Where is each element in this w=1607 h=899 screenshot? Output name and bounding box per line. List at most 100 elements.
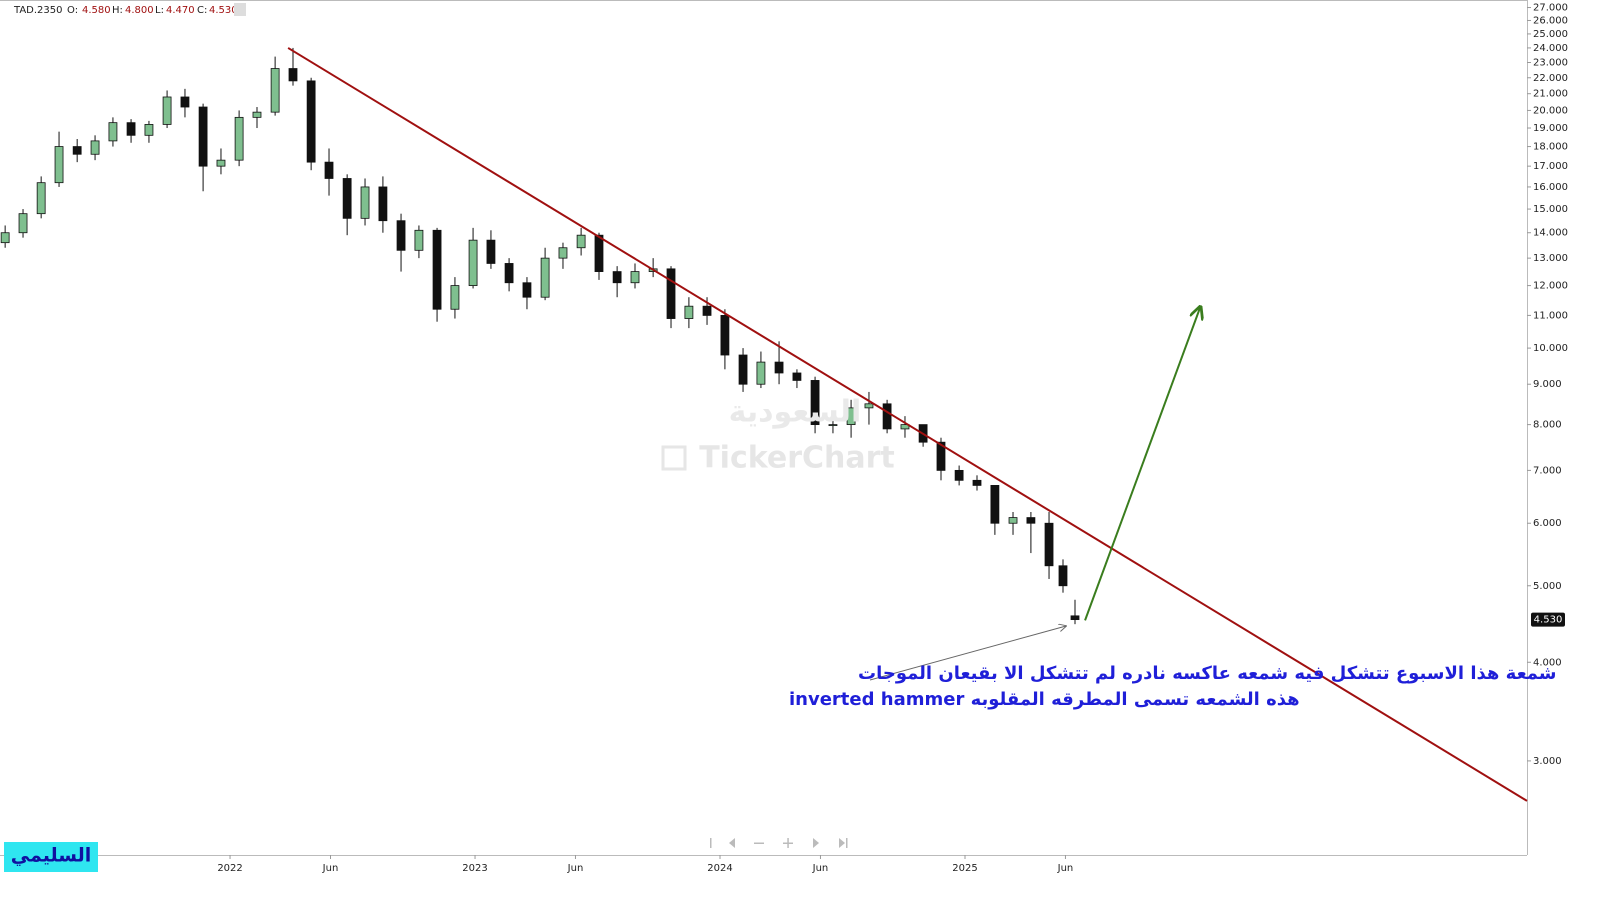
y-tick-label: 13.000 [1533,253,1568,264]
y-tick-label: 23.000 [1533,58,1568,69]
candle-body [684,305,694,319]
candle-body [252,111,262,118]
candle-body [126,122,136,136]
y-tick-label: 16.000 [1533,182,1568,193]
x-tick-label: Jun [1057,863,1074,874]
y-tick-label: 18.000 [1533,142,1568,153]
candle-body [360,186,370,219]
y-tick-label: 9.000 [1533,379,1562,390]
x-tick-label: Jun [567,863,584,874]
candle-body [324,161,334,179]
navigation[interactable] [710,838,848,848]
candle-body [1044,522,1054,567]
watermark: السعودية [729,395,862,430]
candle-body [54,146,64,184]
close-label: C: [197,5,207,16]
candle-body [756,361,766,385]
candle-body [846,407,856,426]
y-tick-label: 14.000 [1533,228,1568,239]
open-value: 4.580 [82,5,111,16]
y-tick-label: 24.000 [1533,43,1568,54]
candle-body [774,361,784,374]
y-tick-label: 25.000 [1533,29,1568,40]
x-tick-label: Jun [322,863,339,874]
candle-body [108,122,118,142]
candle-body [738,354,748,385]
x-tick-label: 2024 [707,863,732,874]
candle-body [90,140,100,155]
candle-body [522,282,532,298]
candle-body [72,146,82,155]
close-value: 4.530 [209,5,238,16]
y-tick-label: 15.000 [1533,204,1568,215]
y-tick-label: 21.000 [1533,89,1568,100]
y-tick-label: 5.000 [1533,581,1562,592]
candle-body [234,116,244,161]
last-price-tag [1531,612,1565,627]
menu-button[interactable] [234,3,246,16]
candle-body [576,234,586,249]
y-tick-label: 7.000 [1533,465,1562,476]
candle-body [198,106,208,167]
candle-body [0,232,10,244]
y-tick-label: 19.000 [1533,123,1568,134]
y-tick-label: 12.000 [1533,281,1568,292]
y-tick-label: 17.000 [1533,161,1568,172]
author-badge [4,842,98,872]
candle-body [954,469,964,481]
y-tick-label: 27.000 [1533,3,1568,14]
watermark-logo [661,445,687,471]
candle-body [468,239,478,286]
candle-body [1058,565,1068,587]
last-price-label: 4.530 [1534,615,1563,626]
x-tick-label: 2025 [952,863,977,874]
candle-body [1026,517,1036,524]
candle-body [540,257,550,298]
open-label: O: [67,5,78,16]
y-tick-label: 8.000 [1533,420,1562,431]
candle-body [342,178,352,219]
watermark: TickerChart [699,441,895,476]
y-tick-label: 22.000 [1533,73,1568,84]
candle-body [990,485,1000,524]
candle-body [486,239,496,264]
candle-body [882,403,892,430]
candle-body [900,424,910,430]
annotation-line: شمعة هذا الاسبوع تتشكل فيه شمعه عاكسه نا… [858,663,1557,684]
candle-body [666,268,676,319]
candle-body [612,271,622,284]
y-tick-label: 3.000 [1533,756,1562,767]
candle-body [810,380,820,426]
candle-body [594,234,604,272]
annotation-line: هذه الشمعه تسمى المطرقه المقلوبه inverte… [789,689,1300,710]
candle-body [306,80,316,163]
candle-body [396,220,406,251]
candle-body [378,186,388,222]
y-tick-label: 10.000 [1533,343,1568,354]
candle-body [702,305,712,316]
author: السليمي [11,845,91,867]
x-tick-label: 2022 [217,863,242,874]
candle-body [1008,517,1018,524]
y-tick-label: 6.000 [1533,518,1562,529]
candle-body [270,68,280,113]
x-tick-label: Jun [812,863,829,874]
y-tick-label: 20.000 [1533,105,1568,116]
candle-body [504,263,514,284]
candle-body [18,213,28,234]
candle-body [180,96,190,108]
candle-body [720,315,730,356]
candle-body [450,285,460,310]
candle-body [216,159,226,167]
trendline [287,47,1528,802]
high-value: 4.800 [125,5,154,16]
candle-body [864,403,874,409]
candle-body [936,441,946,471]
y-tick-label: 4.000 [1533,657,1562,668]
candle-body [36,182,46,215]
low-value: 4.470 [166,5,195,16]
pointer-arrow [869,626,1066,681]
symbol: TAD.2350 [13,5,63,16]
candle-body [630,271,640,284]
